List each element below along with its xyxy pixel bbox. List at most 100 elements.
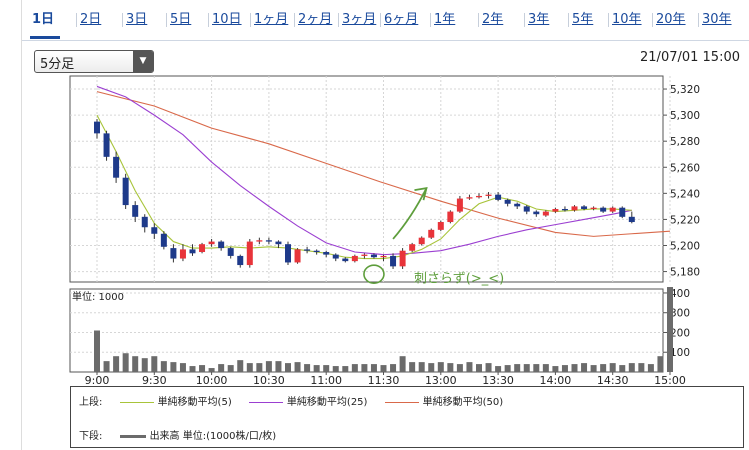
price-tick-label: 5,240 (670, 188, 700, 200)
price-tick-label: 5,200 (670, 240, 700, 252)
candle-up (179, 249, 186, 259)
tab-11[interactable]: 2年 (482, 12, 504, 27)
candle-up (590, 207, 597, 209)
volume-bar (189, 366, 196, 372)
volume-bar (456, 364, 463, 372)
candle-down (151, 227, 158, 234)
tab-separator (250, 13, 251, 27)
tab-separator (430, 13, 431, 27)
tab-15[interactable]: 20年 (656, 12, 686, 27)
volume-bar (313, 365, 320, 372)
candle-up (199, 244, 206, 253)
candle-down (495, 194, 502, 200)
tab-separator (208, 13, 209, 27)
tab-2[interactable]: 2日 (80, 12, 102, 27)
price-tick-label: 5,180 (670, 267, 700, 279)
volume-bar (342, 366, 349, 372)
volume-bar (332, 366, 339, 372)
candle-down (390, 255, 397, 267)
candle-up (609, 207, 616, 212)
candle-down (160, 233, 167, 247)
volume-bar (590, 365, 597, 372)
tab-4[interactable]: 5日 (170, 12, 192, 27)
price-tick-label: 5,220 (670, 214, 700, 226)
volume-bar (122, 353, 129, 372)
price-tick-label: 5,280 (670, 136, 700, 148)
legend-ma25-swatch (248, 401, 283, 403)
volume-bar (523, 364, 530, 372)
candle-up (409, 244, 416, 251)
legend: 上段: 単純移動平均(5) 単純移動平均(25) 単純移動平均(50) 下段: … (70, 386, 744, 448)
candle-up (380, 255, 387, 258)
volume-bar (170, 362, 177, 372)
tab-separator (122, 13, 123, 27)
tab-6[interactable]: 1ヶ月 (254, 12, 289, 27)
volume-bar (609, 363, 616, 372)
candle-down (94, 121, 100, 134)
tab-5[interactable]: 10日 (212, 12, 242, 27)
candle-down (103, 133, 110, 157)
candle-down (113, 156, 120, 178)
tab-8[interactable]: 3ヶ月 (342, 12, 377, 27)
candle-down (265, 240, 272, 242)
volume-bar (561, 365, 568, 372)
time-tick-label: 14:00 (540, 374, 572, 387)
volume-bar (113, 356, 120, 372)
candle-down (514, 203, 521, 207)
volume-bar (256, 363, 263, 372)
volume-bar (628, 363, 635, 372)
volume-bar (380, 365, 387, 372)
volume-bar (361, 364, 368, 372)
volume-bar (514, 364, 521, 372)
tab-separator (608, 13, 609, 27)
candle-up (485, 194, 492, 196)
volume-bar (647, 364, 654, 372)
tab-13[interactable]: 5年 (572, 12, 594, 27)
volume-bar (227, 365, 234, 372)
time-tick-label: 11:30 (368, 374, 400, 387)
price-panel-frame (69, 75, 664, 283)
tab-16[interactable]: 30年 (702, 12, 732, 27)
volume-unit-label: 単位: 1000 (72, 290, 124, 303)
price-tick-label: 5,300 (670, 110, 700, 122)
candle-down (237, 255, 244, 266)
candle-up (571, 206, 578, 211)
volume-bar (533, 364, 540, 372)
candle-down (628, 216, 635, 223)
tab-3[interactable]: 3日 (126, 12, 148, 27)
volume-bar (304, 364, 311, 372)
triangle-down-icon[interactable]: ▼ (133, 51, 153, 72)
time-tick-label: 9:30 (142, 374, 167, 387)
candle-up (552, 208, 559, 212)
legend-lower-row: 下段: 出来高 単位:(1000株/口/枚) (79, 427, 276, 442)
time-tick-label: 13:30 (482, 374, 514, 387)
volume-bar (619, 365, 626, 372)
time-tick-label: 15:00 (654, 374, 686, 387)
tab-12[interactable]: 3年 (528, 12, 550, 27)
candle-down (275, 241, 282, 245)
volume-bar (495, 366, 502, 372)
candle-down (533, 211, 540, 215)
candle-down (370, 254, 377, 258)
volume-bar (542, 364, 549, 372)
tab-7[interactable]: 2ヶ月 (298, 12, 333, 27)
time-tick-label: 10:00 (196, 374, 228, 387)
interval-select[interactable]: 5分足 ▼ (34, 50, 154, 73)
candle-up (447, 211, 454, 223)
legend-item-ma25: 単純移動平均(25) (248, 393, 367, 408)
volume-panel-frame (69, 288, 664, 373)
volume-bar (285, 363, 291, 372)
candle-down (285, 244, 291, 263)
tab-9[interactable]: 6ヶ月 (384, 12, 419, 27)
candle-down (132, 205, 139, 217)
tab-14[interactable]: 10年 (612, 12, 642, 27)
volume-bar (476, 364, 482, 372)
tab-10[interactable]: 1年 (434, 12, 456, 27)
volume-bar (409, 362, 416, 372)
candle-down (313, 250, 320, 253)
volume-bar (237, 360, 244, 372)
candle-down (189, 249, 196, 254)
tab-1[interactable]: 1日 (32, 12, 55, 27)
tab-separator (568, 13, 569, 27)
legend-item-ma5: 単純移動平均(5) (119, 393, 232, 408)
